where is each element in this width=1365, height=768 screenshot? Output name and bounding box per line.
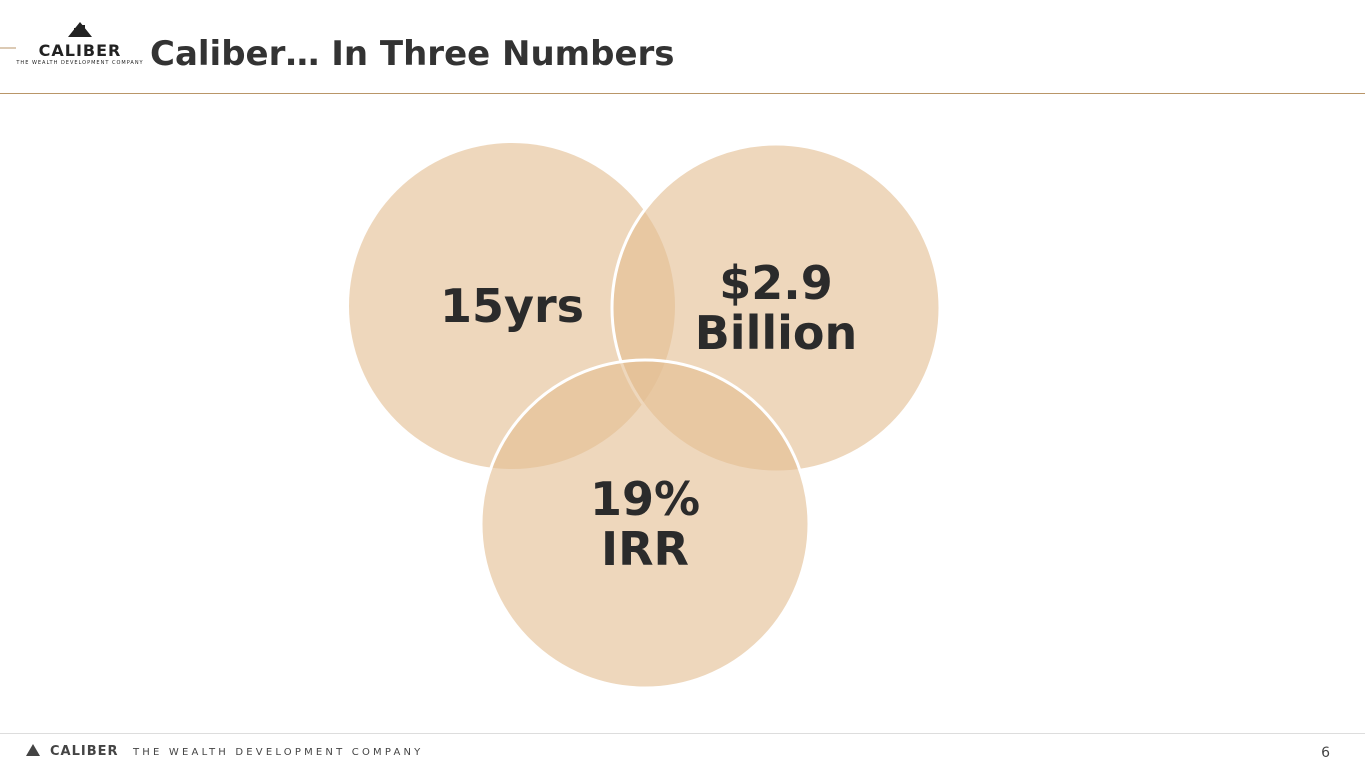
footer-tagline: THE WEALTH DEVELOPMENT COMPANY	[132, 747, 423, 758]
logo-tagline: THE WEALTH DEVELOPMENT COMPANY	[15, 60, 143, 66]
page-number: 6	[1321, 745, 1330, 761]
logo-icon	[68, 22, 92, 37]
footer-brand: CALIBER	[50, 744, 119, 759]
circle-label: $2.9	[719, 256, 833, 310]
slide-title: Caliber… In Three Numbers	[150, 34, 675, 74]
logo-name: CALIBER	[39, 41, 122, 60]
logo-mark	[68, 22, 92, 37]
footer-logo-mark	[26, 744, 40, 756]
circle-label: Billion	[695, 306, 857, 360]
circle-label: IRR	[601, 522, 689, 576]
circle-label: 15yrs	[440, 279, 584, 333]
circle-label: 19%	[590, 472, 700, 526]
venn-circle	[479, 358, 811, 690]
